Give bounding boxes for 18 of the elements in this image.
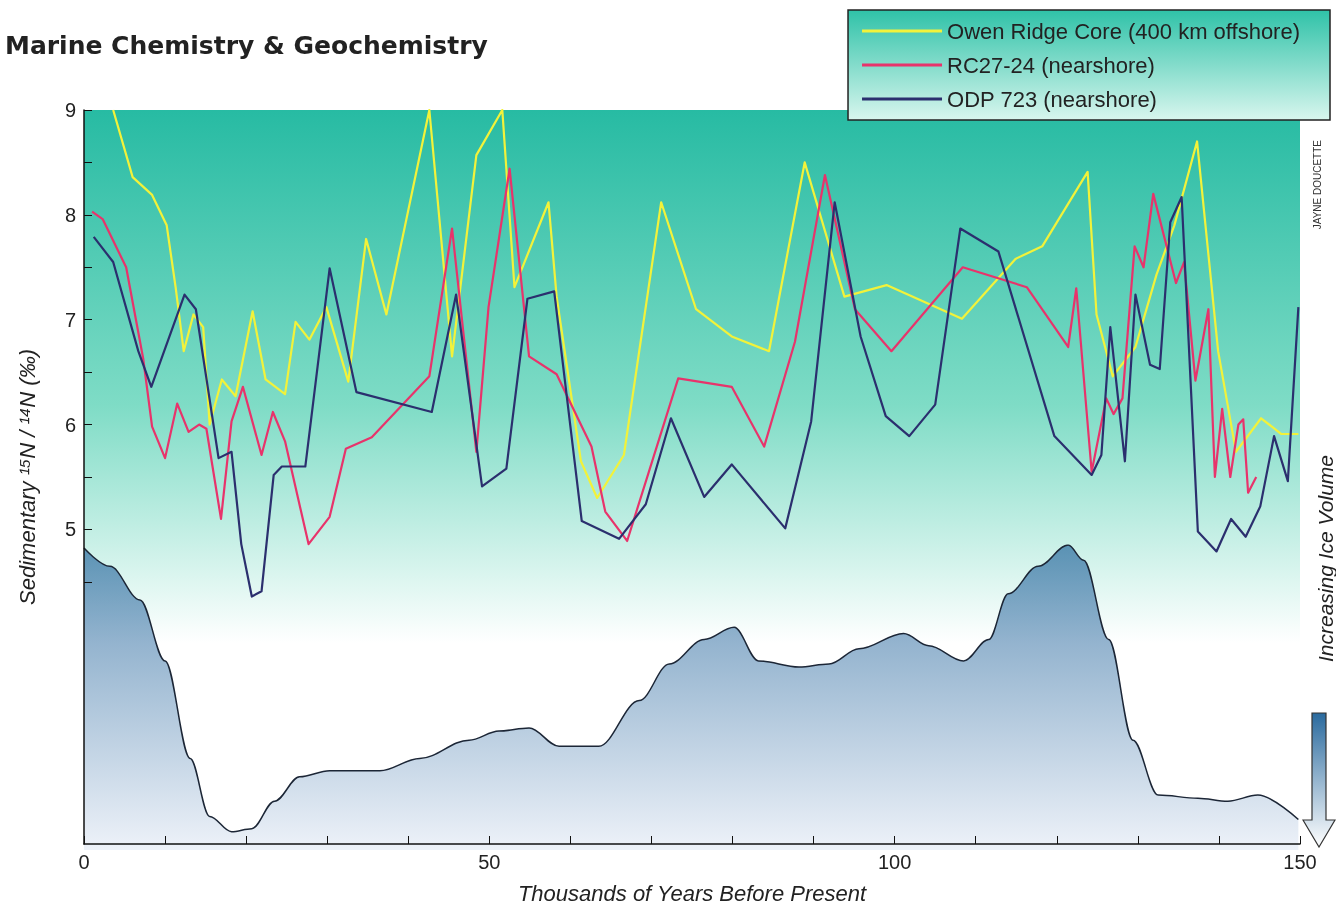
- y-tick-label: 6: [64, 413, 76, 436]
- text: JAYNE DOUCETTE: [1311, 139, 1323, 230]
- x-tick-label: 100: [877, 851, 912, 873]
- x-tick-label: 50: [478, 851, 501, 873]
- y-tick-label: 7: [64, 308, 76, 331]
- y-tick-label: 8: [64, 203, 76, 226]
- line-series: [91, 167, 1258, 546]
- legend-label: RC27-24 (nearshore): [947, 52, 1155, 78]
- x-tick-label: 150: [1283, 851, 1317, 873]
- line-series: [92, 195, 1300, 598]
- y-tick-label: 5: [64, 518, 76, 541]
- x-tick-label: 0: [78, 851, 90, 873]
- x-axis-title: Thousands of Years Before Present: [517, 880, 867, 906]
- y-axis-title: Sedimentary ¹⁵N / ¹⁴N (‰): [14, 349, 40, 605]
- chart-title: Marine Chemistry & Geochemistry: [5, 31, 488, 60]
- y-tick-label: 9: [64, 99, 76, 121]
- legend-label: Owen Ridge Core (400 km offshore): [947, 18, 1301, 44]
- legend-label: ODP 723 (nearshore): [947, 86, 1157, 112]
